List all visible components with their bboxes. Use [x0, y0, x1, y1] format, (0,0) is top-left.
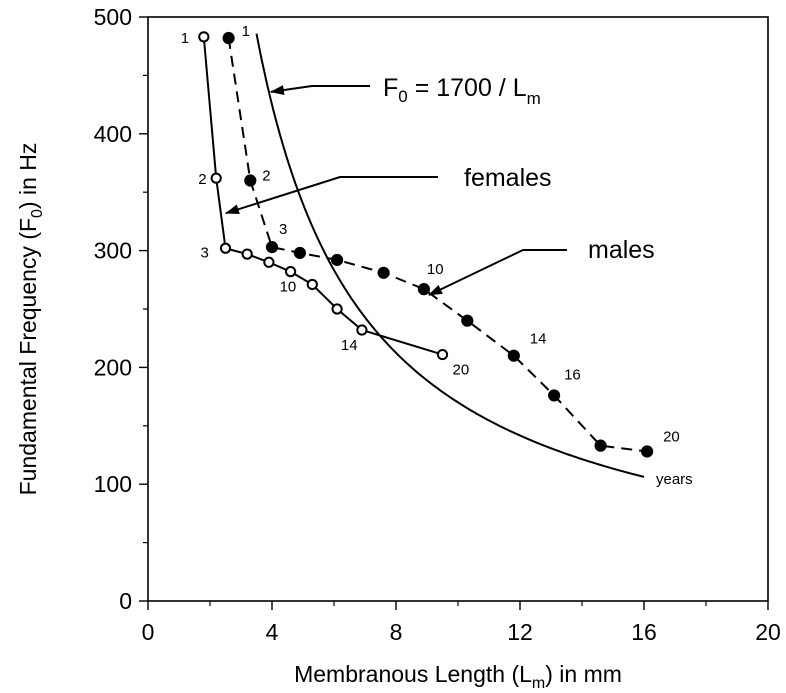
- females-label: females: [464, 164, 552, 192]
- y-axis-title: Fundamental Frequency (F0) in Hz: [15, 143, 46, 496]
- y-tick-label: 400: [94, 121, 132, 147]
- data-point-males: [594, 439, 607, 452]
- males-label: males: [588, 236, 655, 264]
- data-point-females: [331, 303, 343, 315]
- data-point-males: [222, 31, 235, 45]
- x-tick-label: 12: [507, 619, 533, 645]
- data-point-females: [210, 172, 222, 184]
- data-point-males: [331, 253, 344, 267]
- years-label: years: [656, 471, 693, 488]
- plot-frame: [147, 16, 769, 602]
- age-label-males: 20: [663, 428, 680, 445]
- data-point-females: [241, 248, 253, 260]
- data-point-females: [356, 324, 368, 336]
- x-tick-label: 16: [631, 619, 657, 645]
- age-label-females: 2: [198, 171, 206, 188]
- data-point-females: [219, 242, 232, 254]
- series-females: [198, 31, 449, 361]
- data-point-females: [263, 256, 275, 268]
- age-label-females: 1: [181, 30, 189, 47]
- y-tick-label: 100: [94, 471, 132, 497]
- age-label-males: 2: [262, 168, 270, 185]
- data-point-females: [436, 348, 449, 361]
- age-label-males: 1: [242, 23, 250, 40]
- y-tick-label: 300: [94, 238, 132, 264]
- males-arrow: [428, 249, 567, 296]
- annotations: 1 2 3 10 14 20 1 2 3 10 14 16 20 years F0 = 1700 / Lm f…: [181, 23, 693, 488]
- series-line-females: [202, 36, 443, 356]
- data-point-females: [306, 278, 318, 291]
- data-point-males: [293, 246, 306, 260]
- age-label-males: 16: [564, 366, 581, 383]
- y-tick-label: 200: [94, 354, 132, 380]
- x-tick-label: 8: [390, 619, 403, 645]
- age-label-females: 3: [201, 244, 209, 261]
- y-tick-label: 500: [94, 4, 132, 30]
- age-label-females: 14: [341, 337, 358, 354]
- data-point-males: [461, 314, 474, 327]
- x-axis-title: Membranous Length (Lm) in mm: [294, 661, 622, 692]
- data-point-males: [417, 283, 430, 296]
- formula-arrow: [269, 85, 370, 95]
- age-label-females: 20: [453, 362, 470, 379]
- y-tick-label: 0: [119, 588, 132, 614]
- series-line-males: [227, 37, 648, 453]
- data-point-males: [377, 266, 390, 279]
- x-tick-label: 4: [266, 619, 279, 645]
- data-point-males: [265, 240, 279, 254]
- age-label-males: 3: [279, 221, 287, 238]
- data-point-males: [641, 445, 654, 458]
- data-point-females: [198, 31, 210, 43]
- formula-curve: [255, 33, 645, 478]
- formula-label: F0 = 1700 / Lm: [383, 74, 541, 108]
- series-males: [222, 31, 654, 458]
- series-layer: [198, 31, 654, 458]
- age-label-males: 14: [530, 331, 547, 348]
- females-arrow: [224, 176, 438, 215]
- x-tick-label: 0: [142, 619, 155, 645]
- data-point-females: [285, 266, 297, 278]
- x-tick-label: 20: [755, 619, 781, 645]
- age-label-females: 10: [280, 279, 297, 296]
- formula-curve-line: [255, 33, 645, 478]
- age-label-males: 10: [427, 261, 444, 278]
- data-point-males: [244, 174, 257, 187]
- data-point-males: [548, 389, 561, 402]
- data-point-males: [507, 349, 520, 362]
